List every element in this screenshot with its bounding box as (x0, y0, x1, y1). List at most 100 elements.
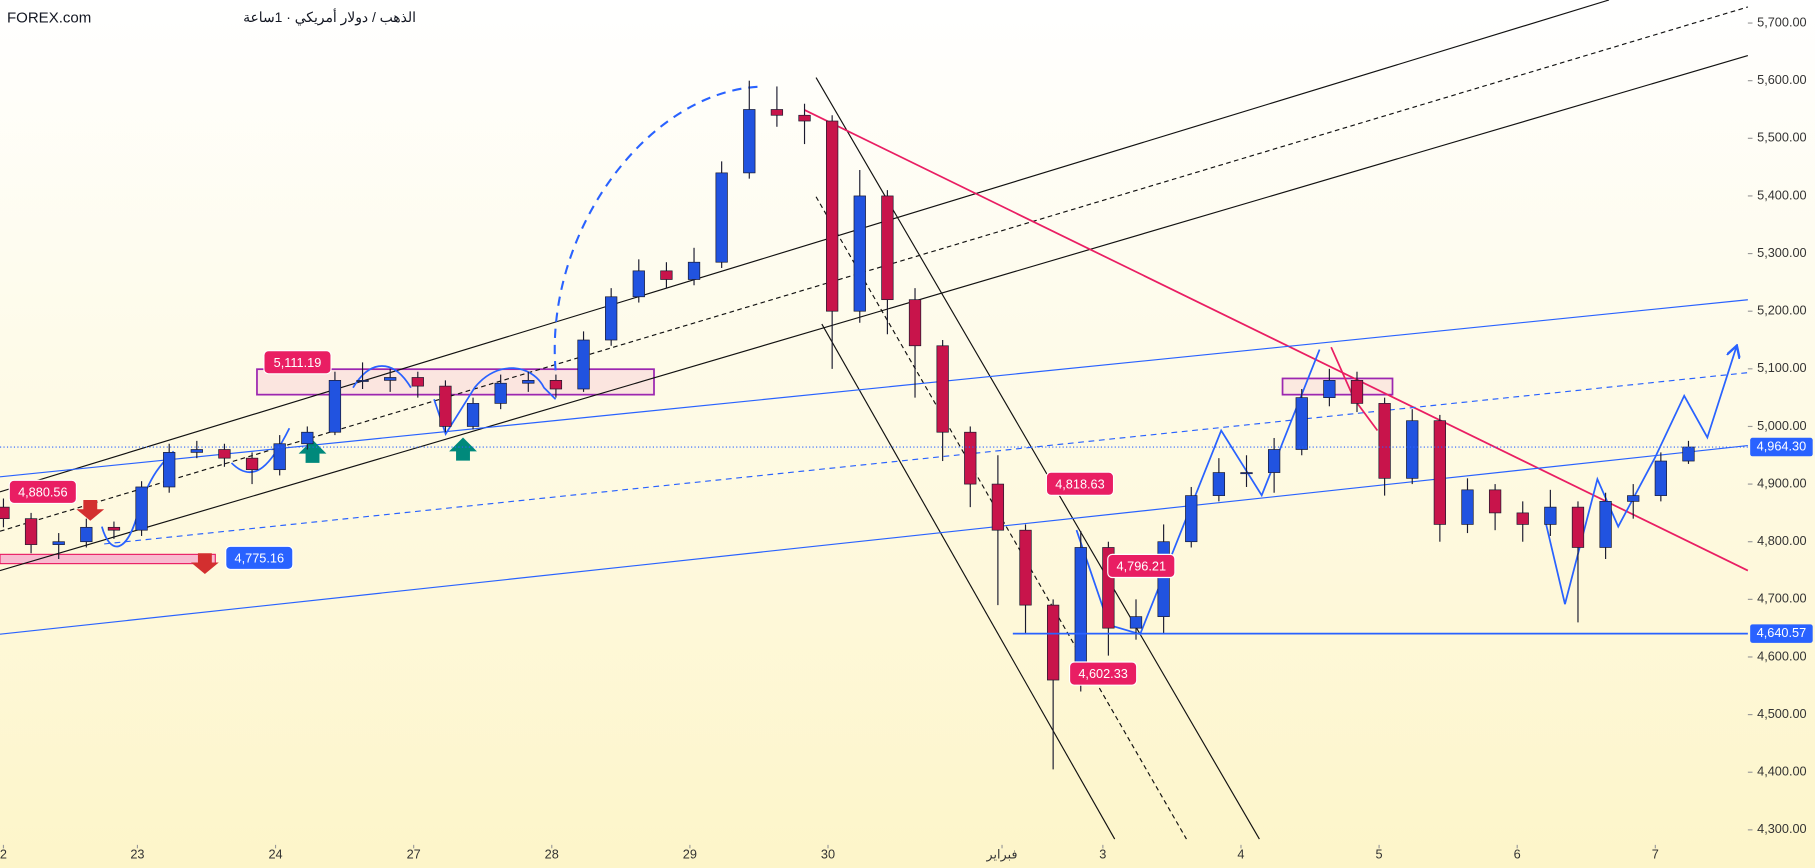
trend-line (0, 444, 1748, 635)
candle-body (1654, 460, 1667, 496)
y-tick-label: 4,700.00 (1757, 591, 1807, 606)
x-tick-label: 28 (545, 847, 559, 862)
x-tick-label: 24 (268, 847, 282, 862)
y-tick-label: 4,500.00 (1757, 706, 1807, 721)
candle-body (1102, 547, 1115, 629)
down-arrow (76, 499, 105, 521)
price-callout: 4,775.16 (225, 545, 294, 570)
y-tick-label: 4,300.00 (1757, 821, 1807, 836)
x-tick-label: 23 (130, 847, 144, 862)
candle-body (1323, 380, 1336, 398)
callout-label: 4,880.56 (18, 484, 68, 499)
price-marker (1750, 437, 1813, 457)
source: FOREX.com (7, 9, 91, 26)
candle-body (770, 109, 784, 116)
callout-box (225, 545, 294, 570)
y-tick-label: 5,300.00 (1757, 245, 1807, 260)
candle-body (24, 518, 38, 545)
zigzag (230, 427, 291, 474)
zone (0, 553, 216, 565)
candle-body (549, 380, 563, 390)
candle-body (0, 506, 10, 520)
candle-body (1571, 506, 1585, 548)
candle-body (52, 541, 65, 545)
candle-body (466, 403, 480, 427)
y-tick-label: 5,400.00 (1757, 187, 1807, 202)
x-tick-label: 4 (1237, 847, 1244, 862)
candle-body (853, 195, 866, 312)
callout-box (1068, 661, 1138, 686)
candle-body (1047, 604, 1060, 681)
channel-mid (815, 196, 1187, 840)
candle-body (384, 377, 397, 381)
x-tick-label: 27 (407, 847, 421, 862)
price-callout: 4,602.33 (1068, 661, 1138, 686)
candle-body (107, 526, 121, 531)
y-tick-label: 5,100.00 (1757, 360, 1807, 375)
candle-body (1682, 446, 1695, 462)
channel-line (0, 54, 1749, 572)
trend-line (804, 109, 1749, 572)
arc (553, 85, 759, 371)
candle-body (881, 195, 894, 301)
channel-line (821, 323, 1116, 840)
candle-body (908, 299, 922, 347)
y-tick-label: 4,900.00 (1757, 475, 1807, 490)
candle-body (1378, 403, 1391, 479)
candle-body (964, 431, 977, 485)
callout-box (263, 350, 332, 375)
candle-body (577, 339, 590, 390)
y-tick-label: 4,400.00 (1757, 764, 1807, 779)
candle-body (1295, 397, 1308, 450)
x-tick-label: 5 (1376, 847, 1383, 862)
candle-body (687, 261, 701, 280)
candle-body (1074, 547, 1087, 681)
up-arrow (449, 437, 477, 461)
marks: 5,700.00 5,600.00 5,500.00 5,400.00 5,300.00… (0, 14, 1813, 863)
x-tick-label: 7 (1652, 847, 1659, 862)
price-callout: 4,796.21 (1107, 553, 1176, 579)
candle-body (1544, 506, 1557, 525)
candle-body (411, 377, 424, 387)
candle-body (522, 380, 535, 384)
x-tick-label: 6 (1514, 847, 1521, 862)
candle-body (991, 483, 1005, 531)
candle-body (1627, 495, 1640, 502)
channel-line (0, 0, 1610, 493)
price-callout: 4,818.63 (1045, 471, 1115, 496)
candle-body (1461, 489, 1474, 525)
price-callout: 4,880.56 (8, 479, 77, 505)
price-callout: 5,111.19 (263, 350, 332, 375)
candle-body (1212, 472, 1226, 496)
x-tick-label: 30 (821, 847, 835, 862)
candle-body (80, 526, 93, 543)
candle-body (1488, 489, 1502, 514)
candle-body (1267, 449, 1281, 473)
candle-body (660, 270, 673, 280)
callout-box (1107, 553, 1176, 579)
candle-body (328, 380, 342, 433)
callout-label: 5,111.19 (274, 355, 322, 370)
candle-body (1129, 616, 1143, 629)
price-marker (1750, 624, 1813, 643)
y-tick-label: 5,200.00 (1757, 303, 1807, 318)
candle-body (743, 109, 756, 174)
y-tick-label: 5,000.00 (1757, 418, 1807, 433)
callout-label: 4,796.21 (1117, 558, 1167, 573)
y-tick-label: 5,600.00 (1757, 72, 1807, 87)
callout-box (8, 479, 77, 505)
candle-body (494, 382, 507, 404)
candle-body (1433, 420, 1446, 525)
symbol-title: الذهب / دولار أمريكي · 1ساعة (243, 7, 416, 26)
candle-body (273, 443, 286, 471)
candle-body (190, 449, 203, 453)
y-tick-label: 4,600.00 (1757, 648, 1807, 663)
up-arrow (298, 439, 327, 463)
price-marker-label: 4,640.57 (1757, 625, 1807, 640)
candle-body (715, 172, 728, 263)
candle-body (163, 452, 176, 488)
candle-body (1516, 512, 1529, 525)
candle-body (1240, 472, 1253, 475)
